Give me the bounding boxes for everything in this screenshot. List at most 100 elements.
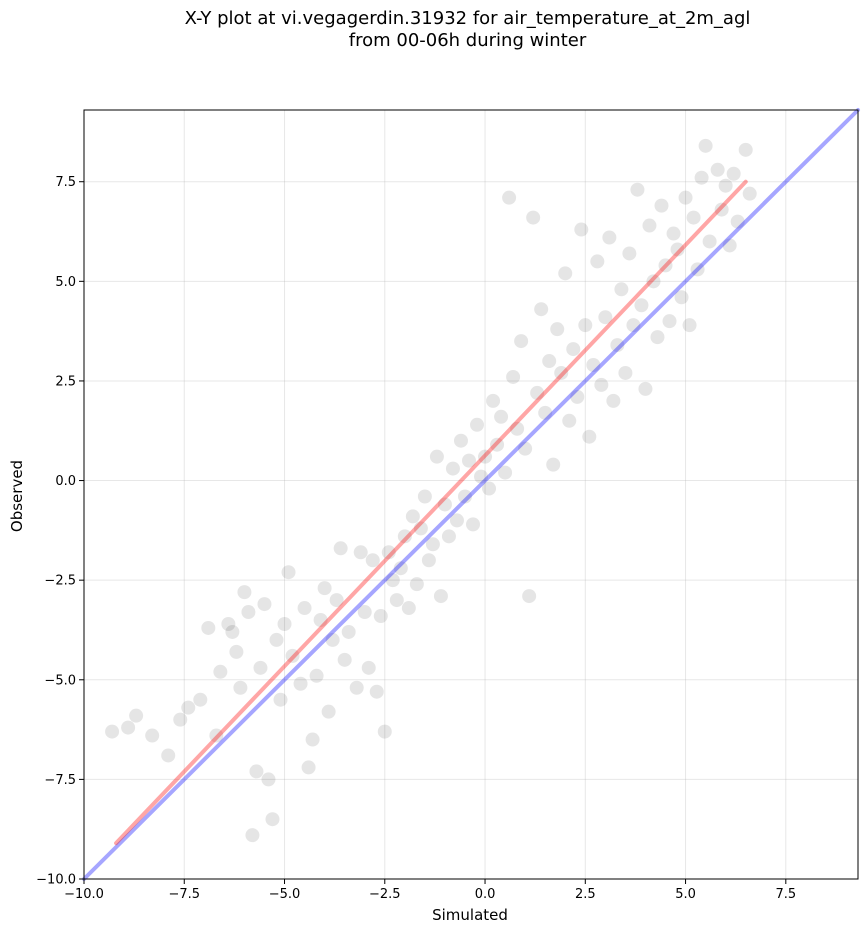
data-point [654, 198, 669, 213]
data-point [554, 365, 569, 380]
data-point [385, 573, 400, 588]
y-tick-label: 2.5 [55, 374, 76, 389]
data-point [317, 581, 332, 596]
data-point [309, 668, 324, 683]
data-point [666, 226, 681, 241]
data-point [349, 680, 364, 695]
identity-line [82, 108, 860, 881]
x-tick-label: −10.0 [64, 887, 104, 902]
data-point [409, 577, 424, 592]
data-point [201, 620, 216, 635]
data-point [466, 517, 481, 532]
data-point [293, 676, 308, 691]
data-point [285, 648, 300, 663]
data-point [129, 708, 144, 723]
data-point [325, 632, 340, 647]
data-point [353, 545, 368, 560]
y-tick-label: 5.0 [55, 275, 76, 290]
data-point [221, 616, 236, 631]
regression-line [114, 179, 748, 846]
x-tick-label: 0.0 [475, 887, 496, 902]
data-point [530, 385, 545, 400]
data-point [421, 553, 436, 568]
data-point [478, 449, 493, 464]
data-point [257, 597, 272, 612]
data-point [570, 389, 585, 404]
data-point [606, 393, 621, 408]
data-point [253, 660, 268, 675]
x-tick-label: 7.5 [775, 887, 796, 902]
x-tick-label: 2.5 [575, 887, 596, 902]
data-point [510, 421, 525, 436]
data-point [686, 210, 701, 225]
data-point [389, 593, 404, 608]
data-point [401, 601, 416, 616]
data-point [229, 644, 244, 659]
data-point [722, 238, 737, 253]
data-point [333, 541, 348, 556]
data-point [650, 330, 665, 345]
data-point [449, 513, 464, 528]
data-point [445, 461, 460, 476]
data-point [670, 242, 685, 257]
plot-frame [83, 109, 859, 880]
data-point [121, 720, 136, 735]
data-point [618, 365, 633, 380]
data-point [646, 274, 661, 289]
data-point [337, 652, 352, 667]
data-point [429, 449, 444, 464]
data-point [486, 393, 501, 408]
data-point [558, 266, 573, 281]
data-point [301, 760, 316, 775]
data-point [474, 469, 489, 484]
data-point [245, 828, 260, 843]
y-tick-label: −5.0 [44, 673, 76, 688]
chart-title: X-Y plot at vi.vegagerdin.31932 for air_… [0, 8, 867, 52]
data-point [433, 589, 448, 604]
data-point [526, 210, 541, 225]
data-point [626, 318, 641, 333]
data-point [726, 166, 741, 181]
data-point [674, 290, 689, 305]
data-point [622, 246, 637, 261]
data-point [678, 190, 693, 205]
data-point [694, 170, 709, 185]
data-point [249, 764, 264, 779]
data-point [361, 660, 376, 675]
data-point [662, 314, 677, 329]
data-point [225, 624, 240, 639]
data-point [233, 680, 248, 695]
data-point [690, 262, 705, 277]
data-point [586, 358, 601, 373]
data-point [453, 433, 468, 448]
data-point [582, 429, 597, 444]
data-point [145, 728, 160, 743]
data-point [457, 489, 472, 504]
chart-title-line2: from 00-06h during winter [348, 30, 587, 51]
data-point [441, 529, 456, 544]
data-point [502, 190, 517, 205]
data-point [413, 521, 428, 536]
y-tick-label: −10.0 [36, 873, 76, 888]
data-point [261, 772, 276, 787]
data-point [590, 254, 605, 269]
data-point [213, 664, 228, 679]
data-point [373, 609, 388, 624]
data-point [494, 409, 509, 424]
data-point [702, 234, 717, 249]
data-point [305, 732, 320, 747]
data-point [578, 318, 593, 333]
data-point [534, 302, 549, 317]
data-point [602, 230, 617, 245]
data-point [682, 318, 697, 333]
data-point [173, 712, 188, 727]
data-point [506, 369, 521, 384]
y-axis-label: Observed [8, 459, 26, 533]
data-point [193, 692, 208, 707]
data-point [277, 616, 292, 631]
data-point [425, 537, 440, 552]
data-point [321, 704, 336, 719]
data-point [574, 222, 589, 237]
x-tick-label: −7.5 [168, 887, 200, 902]
data-point [490, 437, 505, 452]
